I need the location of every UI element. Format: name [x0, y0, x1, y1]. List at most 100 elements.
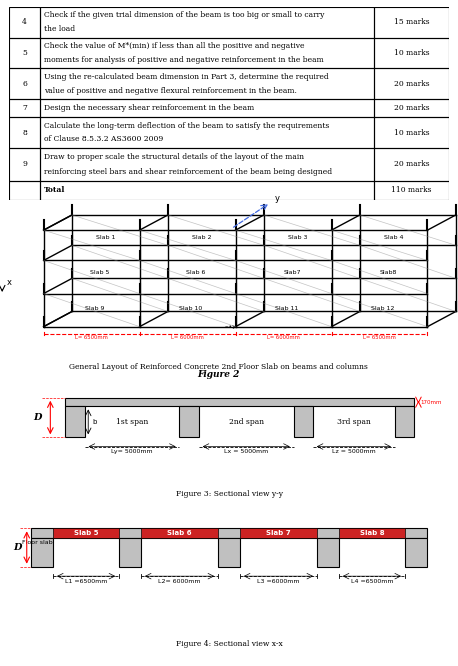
- Text: D: D: [13, 543, 22, 552]
- Text: L3 =6000mm: L3 =6000mm: [257, 579, 300, 584]
- Text: Check if the given trial dimension of the beam is too big or small to carry: Check if the given trial dimension of th…: [44, 11, 325, 19]
- Text: 4: 4: [22, 18, 27, 26]
- Bar: [40, 117, 374, 148]
- Bar: [218, 538, 240, 567]
- Text: L2= 6000mm: L2= 6000mm: [158, 579, 201, 584]
- Text: Figure 2: Figure 2: [197, 370, 239, 378]
- Bar: [374, 99, 449, 117]
- Bar: [9, 181, 40, 200]
- Bar: [40, 37, 374, 69]
- Text: 20 marks: 20 marks: [394, 80, 429, 88]
- Text: 8: 8: [22, 129, 27, 137]
- Text: 20 marks: 20 marks: [394, 161, 429, 168]
- Text: Floor slab: Floor slab: [22, 540, 53, 545]
- Text: Slab 2: Slab 2: [192, 235, 212, 240]
- Text: Slab 7: Slab 7: [266, 530, 291, 536]
- Text: 5: 5: [22, 49, 27, 57]
- Bar: [40, 148, 374, 181]
- Bar: [40, 7, 374, 37]
- Text: y: y: [275, 194, 280, 203]
- Text: 15 marks: 15 marks: [394, 18, 429, 26]
- Text: 7: 7: [22, 104, 27, 112]
- Bar: [141, 528, 218, 538]
- Text: Figure 4: Sectional view x-x: Figure 4: Sectional view x-x: [175, 640, 283, 648]
- Bar: [40, 99, 374, 117]
- Text: moments for analysis of positive and negative reinforcement in the beam: moments for analysis of positive and neg…: [44, 56, 324, 64]
- Text: x: x: [6, 278, 11, 287]
- Bar: [9, 148, 40, 181]
- Text: L= 6500mm: L= 6500mm: [363, 335, 396, 340]
- Text: Slab 1: Slab 1: [96, 235, 115, 240]
- Bar: [374, 148, 449, 181]
- Bar: [31, 538, 53, 567]
- Text: 170mm: 170mm: [420, 400, 442, 405]
- Bar: [374, 181, 449, 200]
- Text: Slab 8: Slab 8: [360, 530, 384, 536]
- Text: L= 6500mm: L= 6500mm: [75, 335, 108, 340]
- Text: 3rd span: 3rd span: [337, 418, 371, 426]
- Bar: [9, 117, 40, 148]
- Text: L= 6000mm: L= 6000mm: [171, 335, 204, 340]
- Bar: [31, 528, 427, 538]
- Text: 2nd span: 2nd span: [229, 418, 264, 426]
- Text: Design the necessary shear reinforcement in the beam: Design the necessary shear reinforcement…: [44, 104, 255, 112]
- Text: Slab 12: Slab 12: [371, 306, 394, 311]
- Text: Slab 9: Slab 9: [85, 306, 104, 311]
- Bar: [40, 69, 374, 99]
- Text: Slab 6: Slab 6: [186, 270, 206, 275]
- Text: Slab 5: Slab 5: [74, 530, 98, 536]
- Text: Figure 3: Sectional view y-y: Figure 3: Sectional view y-y: [175, 490, 283, 498]
- Bar: [65, 406, 85, 438]
- Bar: [374, 7, 449, 37]
- Text: 110 marks: 110 marks: [391, 186, 432, 194]
- Text: L= 6000mm: L= 6000mm: [267, 335, 300, 340]
- Text: Slab 6: Slab 6: [167, 530, 192, 536]
- Text: Total: Total: [44, 186, 65, 194]
- Text: L1 =6500mm: L1 =6500mm: [65, 579, 107, 584]
- Bar: [405, 538, 427, 567]
- Text: 20 marks: 20 marks: [394, 104, 429, 112]
- Bar: [65, 398, 414, 406]
- Text: Check the value of M*(min) if less than all the positive and negative: Check the value of M*(min) if less than …: [44, 42, 305, 50]
- Bar: [317, 538, 339, 567]
- Text: 6: 6: [22, 80, 27, 88]
- Text: 1st span: 1st span: [116, 418, 148, 426]
- Bar: [294, 406, 313, 438]
- Text: Using the re-calculated beam dimension in Part 3, determine the required: Using the re-calculated beam dimension i…: [44, 73, 329, 81]
- Bar: [374, 37, 449, 69]
- Bar: [180, 406, 199, 438]
- Text: of Clause 8.5.3.2 AS3600 2009: of Clause 8.5.3.2 AS3600 2009: [44, 135, 164, 143]
- Text: Slab 4: Slab 4: [384, 235, 403, 240]
- Bar: [374, 69, 449, 99]
- Text: reinforcing steel bars and shear reinforcement of the beam being designed: reinforcing steel bars and shear reinfor…: [44, 168, 333, 176]
- Text: D: D: [33, 413, 42, 422]
- Bar: [9, 99, 40, 117]
- Text: 9: 9: [22, 161, 27, 168]
- Text: Lz = 5000mm: Lz = 5000mm: [332, 449, 376, 454]
- Text: Slab 10: Slab 10: [179, 306, 202, 311]
- Text: Slab7: Slab7: [284, 270, 301, 275]
- Bar: [9, 37, 40, 69]
- Bar: [395, 406, 414, 438]
- Text: Slab8: Slab8: [379, 270, 397, 275]
- Text: Draw to proper scale the structural details of the layout of the main: Draw to proper scale the structural deta…: [44, 153, 305, 161]
- Text: General Layout of Reinforced Concrete 2nd Floor Slab on beams and columns: General Layout of Reinforced Concrete 2n…: [69, 363, 367, 371]
- Bar: [240, 528, 317, 538]
- Text: the load: the load: [44, 25, 76, 33]
- Text: Slab 5: Slab 5: [90, 270, 110, 275]
- Text: Lx = 5000mm: Lx = 5000mm: [224, 449, 268, 454]
- Text: Ly= 5000mm: Ly= 5000mm: [111, 449, 153, 454]
- Text: 10 marks: 10 marks: [394, 49, 429, 57]
- Text: L4 =6500mm: L4 =6500mm: [351, 579, 393, 584]
- Text: Slab 3: Slab 3: [288, 235, 307, 240]
- Bar: [9, 7, 40, 37]
- Text: Slab 11: Slab 11: [275, 306, 298, 311]
- Text: Calculate the long-term deflection of the beam to satisfy the requirements: Calculate the long-term deflection of th…: [44, 122, 330, 130]
- Text: --•y: --•y: [224, 324, 237, 329]
- Text: value of positive and negative flexural reinforcement in the beam.: value of positive and negative flexural …: [44, 87, 297, 95]
- Bar: [374, 117, 449, 148]
- Bar: [119, 538, 141, 567]
- Bar: [53, 528, 119, 538]
- Bar: [40, 181, 374, 200]
- Bar: [339, 528, 405, 538]
